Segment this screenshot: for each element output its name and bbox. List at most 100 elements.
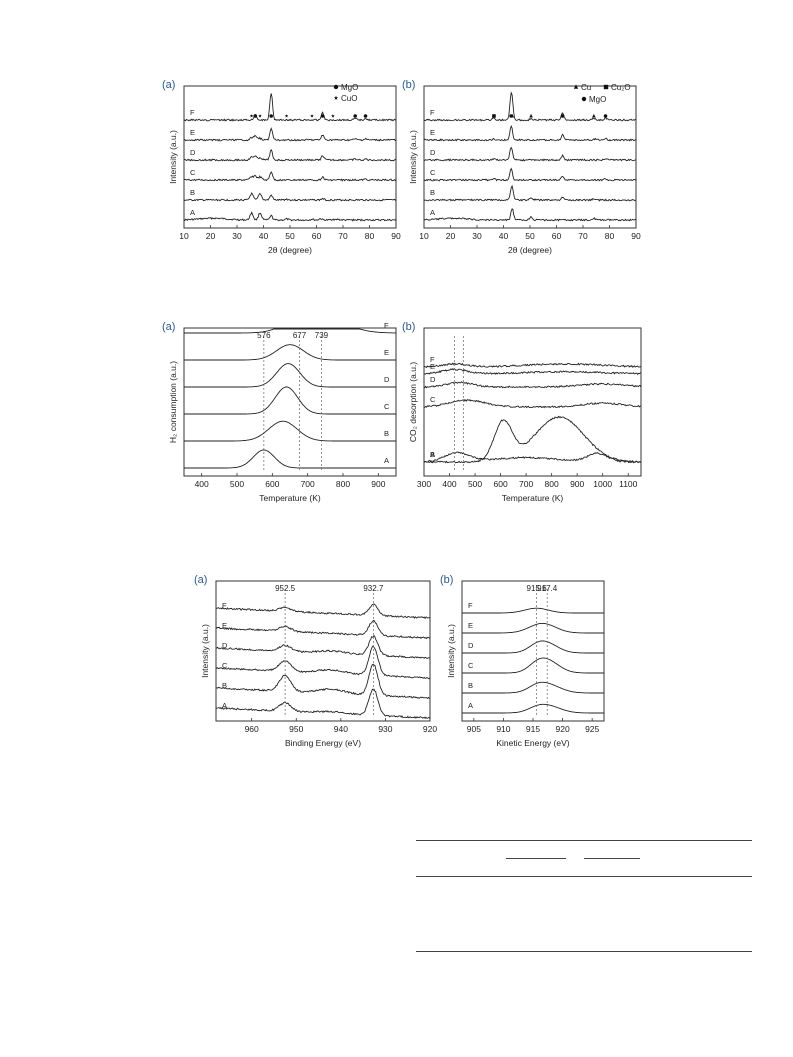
- xps-panel: 960 950 940 930 920 Binding Energy (eV) Intens…: [194, 565, 437, 763]
- series-label-B: B: [384, 429, 389, 438]
- y-axis-label: Intensity (a.u.): [168, 130, 178, 184]
- x-tick-label: 400: [195, 479, 209, 489]
- series-label-A: A: [430, 208, 435, 217]
- series-line-F: [423, 91, 637, 122]
- series-label-A: A: [222, 701, 227, 710]
- xrd-b-svg: 10 20 30 40 50 60 70 80 90 2θ (degree) Intensity (…: [402, 79, 641, 255]
- x-tick-label: 60: [552, 231, 562, 241]
- reference-line-label: 739: [315, 331, 329, 340]
- series-line-A: [184, 211, 397, 222]
- y-axis-label: CO₂ desorption (a.u.): [408, 362, 418, 442]
- tpr-panel: 400 500 600 700 800 900 Temperature (K) H₂ cons…: [162, 312, 402, 518]
- series-line-D: [184, 363, 396, 388]
- x-axis-label: Temperature (K): [502, 493, 564, 503]
- series-label-C: C: [430, 168, 436, 177]
- x-axis-label: 2θ (degree): [508, 245, 552, 255]
- legend-label: Cu₂O: [611, 83, 631, 92]
- peak-marker-triangle: [529, 113, 533, 118]
- series-line-A: [423, 415, 642, 464]
- series-line-D: [184, 148, 397, 162]
- series-line-B: [423, 451, 642, 464]
- x-tick-label: 800: [336, 479, 350, 489]
- reference-line-label: 952.5: [275, 584, 296, 593]
- series-label-E: E: [190, 128, 195, 137]
- panel-letter: (a): [162, 79, 175, 91]
- series-line-A: [184, 449, 396, 469]
- legend-marker: [581, 96, 587, 102]
- series-label-D: D: [430, 148, 436, 157]
- peak-marker-circle: [363, 114, 368, 118]
- series-label-F: F: [222, 601, 227, 610]
- legend-label: CuO: [341, 94, 357, 103]
- series-label-D: D: [384, 375, 390, 384]
- peak-marker-triangle: [592, 113, 596, 118]
- series-line-F: [462, 607, 604, 614]
- x-tick-label: 920: [423, 724, 437, 734]
- series-line-F: [423, 362, 642, 369]
- y-axis-label: Intensity (a.u.): [408, 130, 418, 184]
- series-label-C: C: [430, 395, 436, 404]
- y-axis-label: Intensity (a.u.): [446, 624, 456, 678]
- peak-marker-triangle: [510, 113, 515, 118]
- x-tick-label: 950: [289, 724, 303, 734]
- x-tick-label: 40: [259, 231, 269, 241]
- series-label-D: D: [222, 641, 228, 650]
- x-tick-label: 90: [631, 231, 641, 241]
- series-line-B: [462, 681, 604, 694]
- series-label-A: A: [190, 208, 195, 217]
- plot-frame: [215, 580, 431, 722]
- series-line-E: [462, 622, 604, 634]
- x-tick-label: 60: [312, 231, 322, 241]
- x-tick-label: 80: [605, 231, 615, 241]
- series-line-F: [184, 328, 396, 334]
- series-label-C: C: [468, 661, 474, 670]
- series-label-E: E: [468, 621, 473, 630]
- reference-line-label: 677: [293, 331, 307, 340]
- series-label-C: C: [384, 402, 390, 411]
- series-line-B: [215, 663, 431, 700]
- x-tick-label: 600: [493, 479, 507, 489]
- series-label-F: F: [430, 108, 435, 117]
- x-tick-label: 500: [468, 479, 482, 489]
- series-label-D: D: [468, 641, 474, 650]
- x-tick-label: 10: [179, 231, 189, 241]
- x-tick-label: 915: [526, 724, 540, 734]
- aes-panel: 905 910 915 920 925 Kinetic Energy (eV) Intens…: [440, 565, 610, 763]
- series-line-D: [215, 634, 431, 659]
- x-tick-label: 90: [391, 231, 401, 241]
- panel-letter: (b): [402, 321, 415, 333]
- x-axis-label: Binding Energy (eV): [285, 738, 361, 748]
- aes-svg: 905 910 915 920 925 Kinetic Energy (eV) Intens…: [440, 574, 605, 748]
- co2-tpd-svg: 300 400 500 600 700 800 900 1000 1100 Temperature…: [402, 321, 642, 503]
- legend-label: MgO: [341, 83, 358, 92]
- plot-frame: [183, 327, 397, 477]
- series-label-E: E: [384, 348, 389, 357]
- series-label-B: B: [430, 450, 435, 459]
- series-line-C: [462, 657, 604, 674]
- x-axis-label: Temperature (K): [259, 493, 321, 503]
- series-line-E: [183, 127, 397, 142]
- x-tick-label: 400: [442, 479, 456, 489]
- x-tick-label: 700: [519, 479, 533, 489]
- x-tick-label: 30: [232, 231, 242, 241]
- reference-line-label: 576: [257, 331, 271, 340]
- x-tick-label: 905: [467, 724, 481, 734]
- series-line-C: [423, 398, 642, 409]
- x-axis-label: 2θ (degree): [268, 245, 312, 255]
- series-label-E: E: [430, 128, 435, 137]
- series-line-E: [424, 368, 641, 376]
- series-label-F: F: [430, 355, 435, 364]
- series-line-D: [462, 640, 604, 654]
- panel-letter: (a): [162, 321, 175, 333]
- series-label-C: C: [190, 168, 196, 177]
- series-line-B: [423, 184, 637, 202]
- x-tick-label: 70: [338, 231, 348, 241]
- x-tick-label: 1000: [593, 479, 612, 489]
- y-axis-label: Intensity (a.u.): [200, 624, 210, 678]
- x-tick-label: 600: [265, 479, 279, 489]
- legend-marker: [333, 84, 339, 90]
- series-label-E: E: [222, 621, 227, 630]
- x-tick-label: 1100: [619, 479, 638, 489]
- x-tick-label: 30: [472, 231, 482, 241]
- x-tick-label: 50: [525, 231, 535, 241]
